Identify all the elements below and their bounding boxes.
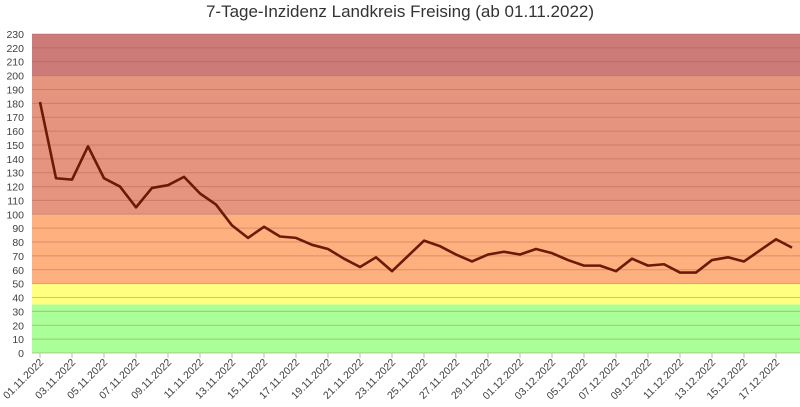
y-tick-label: 190	[6, 84, 24, 96]
y-tick-label: 30	[12, 306, 24, 318]
y-tick-label: 120	[6, 182, 24, 194]
series-line	[38, 101, 793, 274]
y-tick-label: 40	[12, 293, 24, 305]
y-tick-label: 220	[6, 43, 24, 55]
y-tick-label: 60	[12, 265, 24, 277]
y-tick-label: 210	[6, 57, 24, 69]
y-tick-label: 20	[12, 320, 24, 332]
y-tick-label: 0	[18, 348, 24, 360]
y-tick-label: 110	[7, 195, 24, 207]
y-tick-label: 70	[12, 251, 24, 263]
y-tick-label: 10	[12, 334, 24, 346]
y-tick-label: 200	[6, 71, 24, 83]
y-tick-label: 150	[6, 140, 24, 152]
band-4	[32, 34, 800, 76]
y-tick-label: 130	[6, 168, 24, 180]
y-tick-label: 180	[6, 98, 24, 110]
y-tick-label: 50	[12, 279, 24, 291]
y-tick-label: 230	[6, 29, 24, 41]
y-tick-label: 160	[6, 126, 24, 138]
y-tick-label: 170	[6, 112, 24, 124]
y-tick-label: 100	[6, 209, 24, 221]
band-0	[32, 304, 800, 353]
band-1	[32, 283, 800, 305]
y-tick-label: 90	[12, 223, 24, 235]
y-tick-label: 80	[12, 237, 24, 249]
y-tick-label: 140	[6, 154, 24, 166]
chart-title: 7-Tage-Inzidenz Landkreis Freising (ab 0…	[206, 2, 594, 21]
band-3	[32, 75, 800, 215]
